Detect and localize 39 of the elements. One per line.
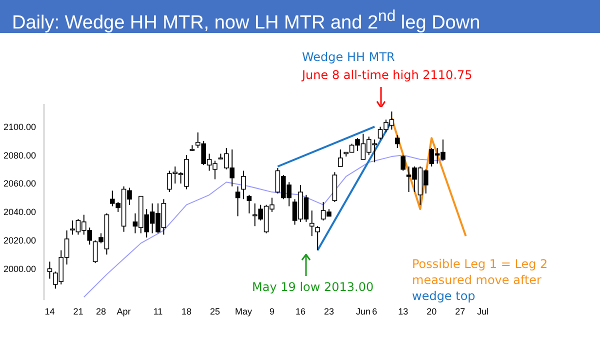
x-tick-label: 14 (44, 306, 55, 316)
candlestick (315, 226, 320, 251)
candlestick (400, 154, 406, 172)
x-tick-label: 28 (96, 306, 106, 316)
y-tick-label: 2060.00 (3, 178, 36, 189)
y-tick-label: 2100.00 (3, 122, 36, 132)
x-tick-label: May (234, 306, 252, 316)
candlestick (338, 148, 343, 167)
x-tick-label: Apr (116, 306, 131, 316)
x-tick-label: 6 (372, 306, 378, 316)
candlestick (235, 186, 240, 217)
candlestick (47, 261, 52, 280)
candlestick (241, 170, 246, 200)
x-tick-label: 25 (210, 306, 220, 316)
text: Wedge HH MTR (302, 50, 395, 64)
x-tick-label: Jun (356, 306, 370, 316)
chart-title: Daily: Wedge HH MTR, now LH MTR and 2$^{nd}$ leg Down (0, 0, 600, 34)
candlestick (246, 194, 252, 214)
x-tick-label: 27 (455, 306, 466, 316)
annotation: Possible Leg 1 = Leg 2 measured move after (412, 256, 549, 288)
x-tick-label: 23 (324, 306, 334, 316)
x-tick-label: 9 (269, 306, 275, 316)
candlestick (395, 134, 400, 149)
annotation: June 8 all-time high 2110.75 (302, 68, 472, 82)
x-tick-label: 13 (398, 306, 408, 316)
x-tick-label: 18 (181, 306, 192, 316)
y-tick-label: 2080.00 (3, 150, 36, 160)
annotation: May 19 low 2013.00 (252, 280, 374, 294)
x-tick-label: 11 (153, 306, 163, 316)
y-tick-label: 2020.00 (3, 236, 36, 246)
annotation: wedge top (412, 288, 476, 304)
x-tick-label: 20 (426, 306, 437, 316)
x-tick-label: 16 (295, 306, 306, 316)
y-tick-label: 2040.00 (3, 207, 36, 218)
line-series (390, 117, 467, 238)
x-tick-label: 21 (73, 306, 84, 316)
x-tick-label: Jul (477, 306, 489, 316)
y-tick-label: 2000.00 (3, 264, 36, 274)
candlestick (310, 210, 314, 237)
